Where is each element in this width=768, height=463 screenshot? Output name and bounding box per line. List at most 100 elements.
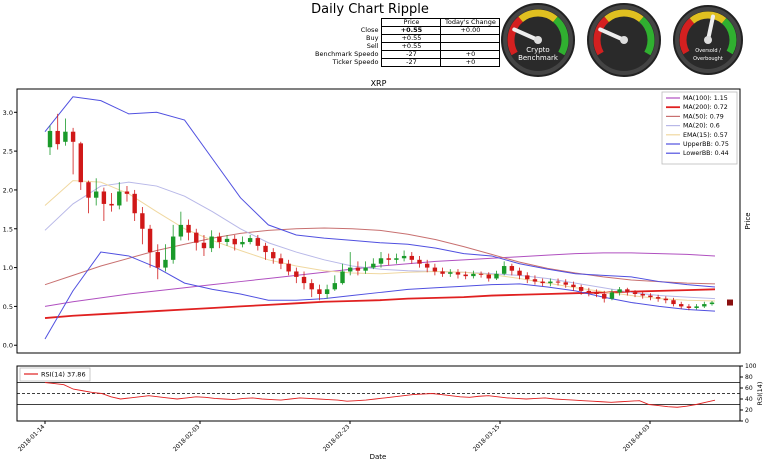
candle: [555, 278, 561, 286]
candle-body: [186, 224, 191, 233]
candle-body: [132, 193, 137, 214]
candle-body: [625, 289, 630, 293]
rsi-y-tick-label: 0: [745, 418, 749, 425]
series-line: [44, 251, 716, 340]
candle-body: [532, 279, 538, 282]
candle-body: [555, 281, 561, 283]
candle: [324, 284, 330, 299]
price-axis-label: Price: [744, 212, 752, 229]
y-tick-label: 2.0: [3, 186, 13, 194]
candle-body: [471, 273, 476, 277]
rsi-line: [44, 382, 716, 408]
candle-body: [525, 275, 530, 280]
gauge-arc: [518, 9, 558, 23]
table-row: Ticker Speedo -27 +0: [312, 58, 501, 67]
candle-body: [440, 271, 445, 274]
candle-body: [163, 259, 168, 268]
legend-label: LowerBB: 0.44: [683, 150, 729, 157]
candle-body: [140, 213, 145, 229]
candle: [209, 230, 214, 253]
candle-body: [317, 289, 322, 294]
candle-body: [655, 297, 661, 299]
candle: [63, 118, 68, 146]
candle-body: [501, 266, 507, 274]
y-tick-label: 0.0: [3, 342, 13, 350]
candle: [440, 267, 445, 277]
candle-body: [301, 276, 307, 284]
candle-body: [663, 298, 669, 301]
candle-body: [194, 232, 199, 243]
gauge-needle: [598, 27, 626, 42]
legend-label: UpperBB: 0.75: [683, 141, 729, 148]
x-tick-label: 2018-02-23: [322, 423, 352, 453]
candle-body: [417, 259, 422, 264]
candle: [355, 261, 361, 276]
gauge-label: Benchmark: [518, 54, 559, 62]
gauge-hub: [704, 36, 712, 44]
candle-body: [386, 258, 391, 260]
candle-body: [709, 302, 715, 305]
gauge-arc: [721, 18, 737, 55]
candle: [255, 234, 261, 251]
price-plot-frame: [16, 88, 741, 354]
candle-body: [178, 224, 184, 237]
candle-body: [294, 271, 299, 277]
candle: [170, 224, 176, 264]
candle-body: [571, 284, 576, 287]
candle: [417, 255, 422, 268]
candle-body: [586, 290, 592, 293]
candle: [140, 207, 145, 245]
candle-body: [286, 263, 291, 272]
candle: [709, 300, 715, 306]
candle: [70, 127, 76, 175]
candle-body: [124, 191, 130, 194]
gauge-arc: [679, 18, 695, 55]
candle: [155, 244, 160, 280]
candle: [424, 259, 430, 273]
candle-body: [55, 130, 60, 145]
candle-body: [271, 252, 276, 259]
candle-body: [332, 283, 338, 290]
candle-body: [170, 236, 176, 260]
candle-body: [101, 191, 107, 204]
rsi-y-tick-label: 20: [745, 407, 753, 414]
candle-body: [671, 300, 676, 305]
series-line: [44, 96, 716, 288]
candle: [194, 228, 199, 251]
candle-body: [632, 292, 638, 294]
series-line: [44, 180, 716, 302]
candle-body: [247, 238, 253, 242]
candle-body: [63, 131, 68, 142]
candle-body: [378, 258, 384, 264]
candle-body: [263, 245, 268, 253]
candle-body: [702, 304, 707, 307]
candle-body: [540, 281, 545, 284]
candle: [301, 271, 307, 290]
candle: [686, 304, 692, 311]
candle: [340, 263, 345, 285]
candle-body: [640, 293, 645, 296]
candle-body: [70, 131, 76, 142]
candle-body: [648, 295, 653, 298]
candle-body: [432, 267, 438, 272]
gauge-label: Oversold /: [695, 48, 721, 54]
candle: [278, 253, 284, 270]
candle-body: [578, 287, 584, 291]
candle: [525, 272, 530, 284]
candle: [448, 269, 453, 277]
candle-body: [548, 281, 553, 284]
gauge-arc: [593, 16, 610, 56]
candle: [609, 289, 615, 301]
candle: [232, 234, 237, 251]
candle-body: [78, 143, 83, 183]
candle-body: [602, 293, 607, 299]
candle: [247, 234, 253, 245]
candle-body: [255, 238, 261, 246]
y-tick-label: 1.0: [3, 264, 13, 272]
candle: [132, 189, 137, 221]
candle-body: [694, 306, 699, 308]
series-line: [44, 227, 716, 286]
candle: [517, 267, 522, 280]
candle-body: [363, 267, 368, 271]
gauge-label: Crypto: [526, 46, 549, 54]
